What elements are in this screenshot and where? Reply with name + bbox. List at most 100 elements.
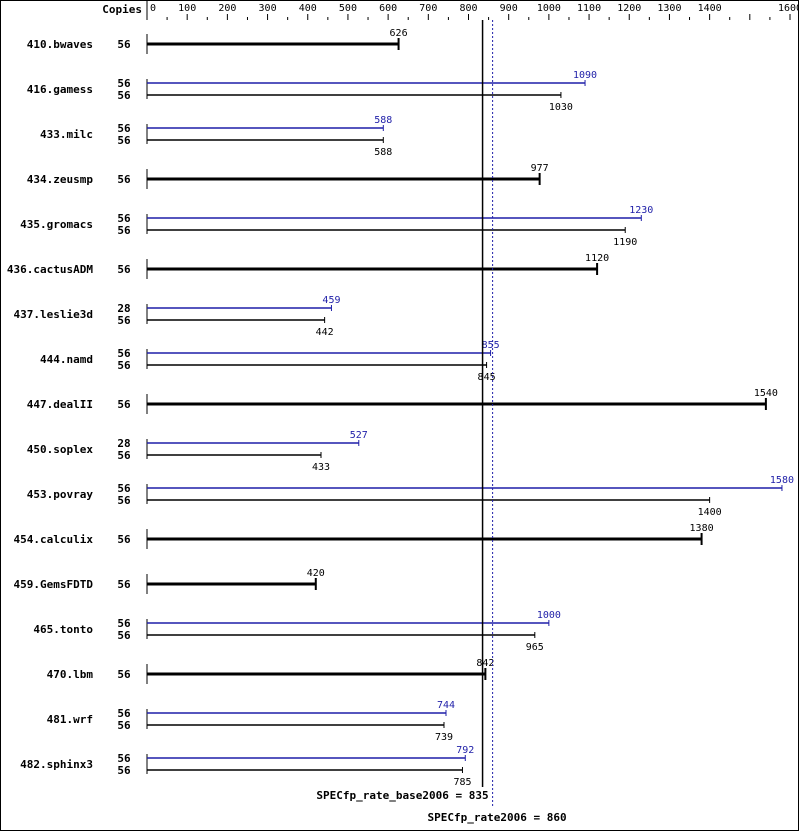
tick-label: 700 <box>419 3 437 14</box>
base-copies: 56 <box>117 398 131 411</box>
base-value: 977 <box>531 163 549 174</box>
benchmark-row: 410.bwaves 56 626 <box>27 28 408 54</box>
benchmark-name: 436.cactusADM <box>7 263 93 276</box>
base-value: 588 <box>374 147 392 158</box>
benchmark-name: 447.dealII <box>27 398 93 411</box>
base-value: 845 <box>478 372 496 383</box>
peak-value: 1090 <box>573 70 597 81</box>
base-value: 433 <box>312 462 330 473</box>
base-value: 1540 <box>754 388 778 399</box>
tick-label: 800 <box>459 3 477 14</box>
base-copies: 56 <box>117 629 131 642</box>
benchmark-name: 433.milc <box>40 128 93 141</box>
base-copies: 56 <box>117 173 131 186</box>
base-copies: 56 <box>117 38 131 51</box>
base-copies: 56 <box>117 668 131 681</box>
base-value: 842 <box>476 658 494 669</box>
tick-label: 400 <box>299 3 317 14</box>
benchmark-name: 450.soplex <box>27 443 94 456</box>
base-value: 1400 <box>698 507 722 518</box>
peak-copies: 28 <box>117 437 130 450</box>
peak-copies: 56 <box>117 482 131 495</box>
base-metric-label: SPECfp_rate_base2006 = 835 <box>316 789 488 802</box>
tick-label: 600 <box>379 3 397 14</box>
tick-label: 1400 <box>698 3 722 14</box>
peak-copies: 28 <box>117 302 130 315</box>
base-value: 785 <box>453 777 471 788</box>
peak-copies: 56 <box>117 347 131 360</box>
peak-copies: 56 <box>117 212 131 225</box>
base-copies: 56 <box>117 263 131 276</box>
base-value: 1120 <box>585 253 609 264</box>
base-copies: 56 <box>117 134 131 147</box>
peak-value: 588 <box>374 115 392 126</box>
benchmark-row: 434.zeusmp 56 977 <box>27 163 549 189</box>
base-copies: 56 <box>117 314 131 327</box>
base-copies: 56 <box>117 578 131 591</box>
peak-copies: 56 <box>117 77 131 90</box>
benchmark-name: 482.sphinx3 <box>20 758 93 771</box>
peak-value: 459 <box>322 295 340 306</box>
base-value: 420 <box>307 568 325 579</box>
base-copies: 56 <box>117 719 131 732</box>
benchmark-row: 447.dealII 56 1540 <box>27 388 778 414</box>
base-value: 1190 <box>613 237 637 248</box>
base-copies: 56 <box>117 449 131 462</box>
benchmark-row: 459.GemsFDTD 56 420 <box>14 568 325 594</box>
base-copies: 56 <box>117 89 131 102</box>
base-copies: 56 <box>117 224 131 237</box>
base-value: 1380 <box>690 523 714 534</box>
copies-header: Copies <box>102 3 142 16</box>
base-copies: 56 <box>117 764 131 777</box>
peak-copies: 56 <box>117 707 131 720</box>
tick-label: 1300 <box>657 3 681 14</box>
benchmark-row: 436.cactusADM 56 1120 <box>7 253 609 279</box>
benchmark-name: 453.povray <box>27 488 94 501</box>
peak-copies: 56 <box>117 752 131 765</box>
base-value: 739 <box>435 732 453 743</box>
peak-value: 527 <box>350 430 368 441</box>
tick-label: 100 <box>178 3 196 14</box>
tick-label: 200 <box>218 3 236 14</box>
peak-metric-label: SPECfp_rate2006 = 860 <box>428 811 567 824</box>
base-copies: 56 <box>117 359 131 372</box>
base-value: 965 <box>526 642 544 653</box>
benchmark-name: 416.gamess <box>27 83 93 96</box>
base-value: 442 <box>316 327 334 338</box>
tick-label: 1600 <box>778 3 799 14</box>
benchmark-name: 437.leslie3d <box>14 308 93 321</box>
tick-label: 1200 <box>617 3 641 14</box>
tick-label: 900 <box>500 3 518 14</box>
benchmark-row: 454.calculix 56 1380 <box>14 523 714 549</box>
base-value: 626 <box>390 28 408 39</box>
benchmark-name: 444.namd <box>40 353 93 366</box>
peak-value: 1230 <box>629 205 653 216</box>
peak-value: 855 <box>482 340 500 351</box>
peak-copies: 56 <box>117 617 131 630</box>
benchmark-name: 470.lbm <box>47 668 94 681</box>
tick-label: 1000 <box>537 3 561 14</box>
tick-label: 300 <box>259 3 277 14</box>
benchmark-name: 434.zeusmp <box>27 173 94 186</box>
benchmark-name: 481.wrf <box>47 713 93 726</box>
tick-label: 500 <box>339 3 357 14</box>
benchmark-name: 410.bwaves <box>27 38 93 51</box>
tick-label: 0 <box>150 3 156 14</box>
peak-value: 1580 <box>770 475 794 486</box>
benchmark-name: 465.tonto <box>33 623 93 636</box>
peak-value: 792 <box>456 745 474 756</box>
peak-copies: 56 <box>117 122 131 135</box>
benchmark-row: 470.lbm 56 842 <box>47 658 494 684</box>
benchmark-name: 454.calculix <box>14 533 94 546</box>
